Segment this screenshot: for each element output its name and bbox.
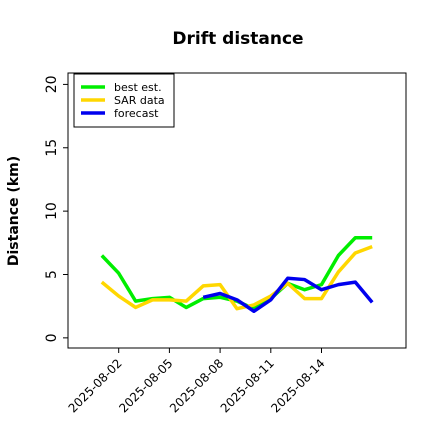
y-tick-label: 5 <box>44 270 60 279</box>
data-line <box>202 276 374 313</box>
legend-label: SAR data <box>114 94 165 107</box>
plot-frame <box>67 72 407 349</box>
x-tick-label: 2025-08-14 <box>268 356 327 415</box>
y-tick-label: 15 <box>44 139 60 157</box>
y-tick-label: 0 <box>44 333 60 342</box>
legend-label: forecast <box>114 107 159 120</box>
y-tick-label: 10 <box>44 202 60 220</box>
legend-label: best est. <box>114 81 162 94</box>
y-axis-label: Distance (km) <box>6 156 22 266</box>
y-tick-label: 20 <box>44 75 60 93</box>
chart-title: Drift distance <box>172 29 303 49</box>
